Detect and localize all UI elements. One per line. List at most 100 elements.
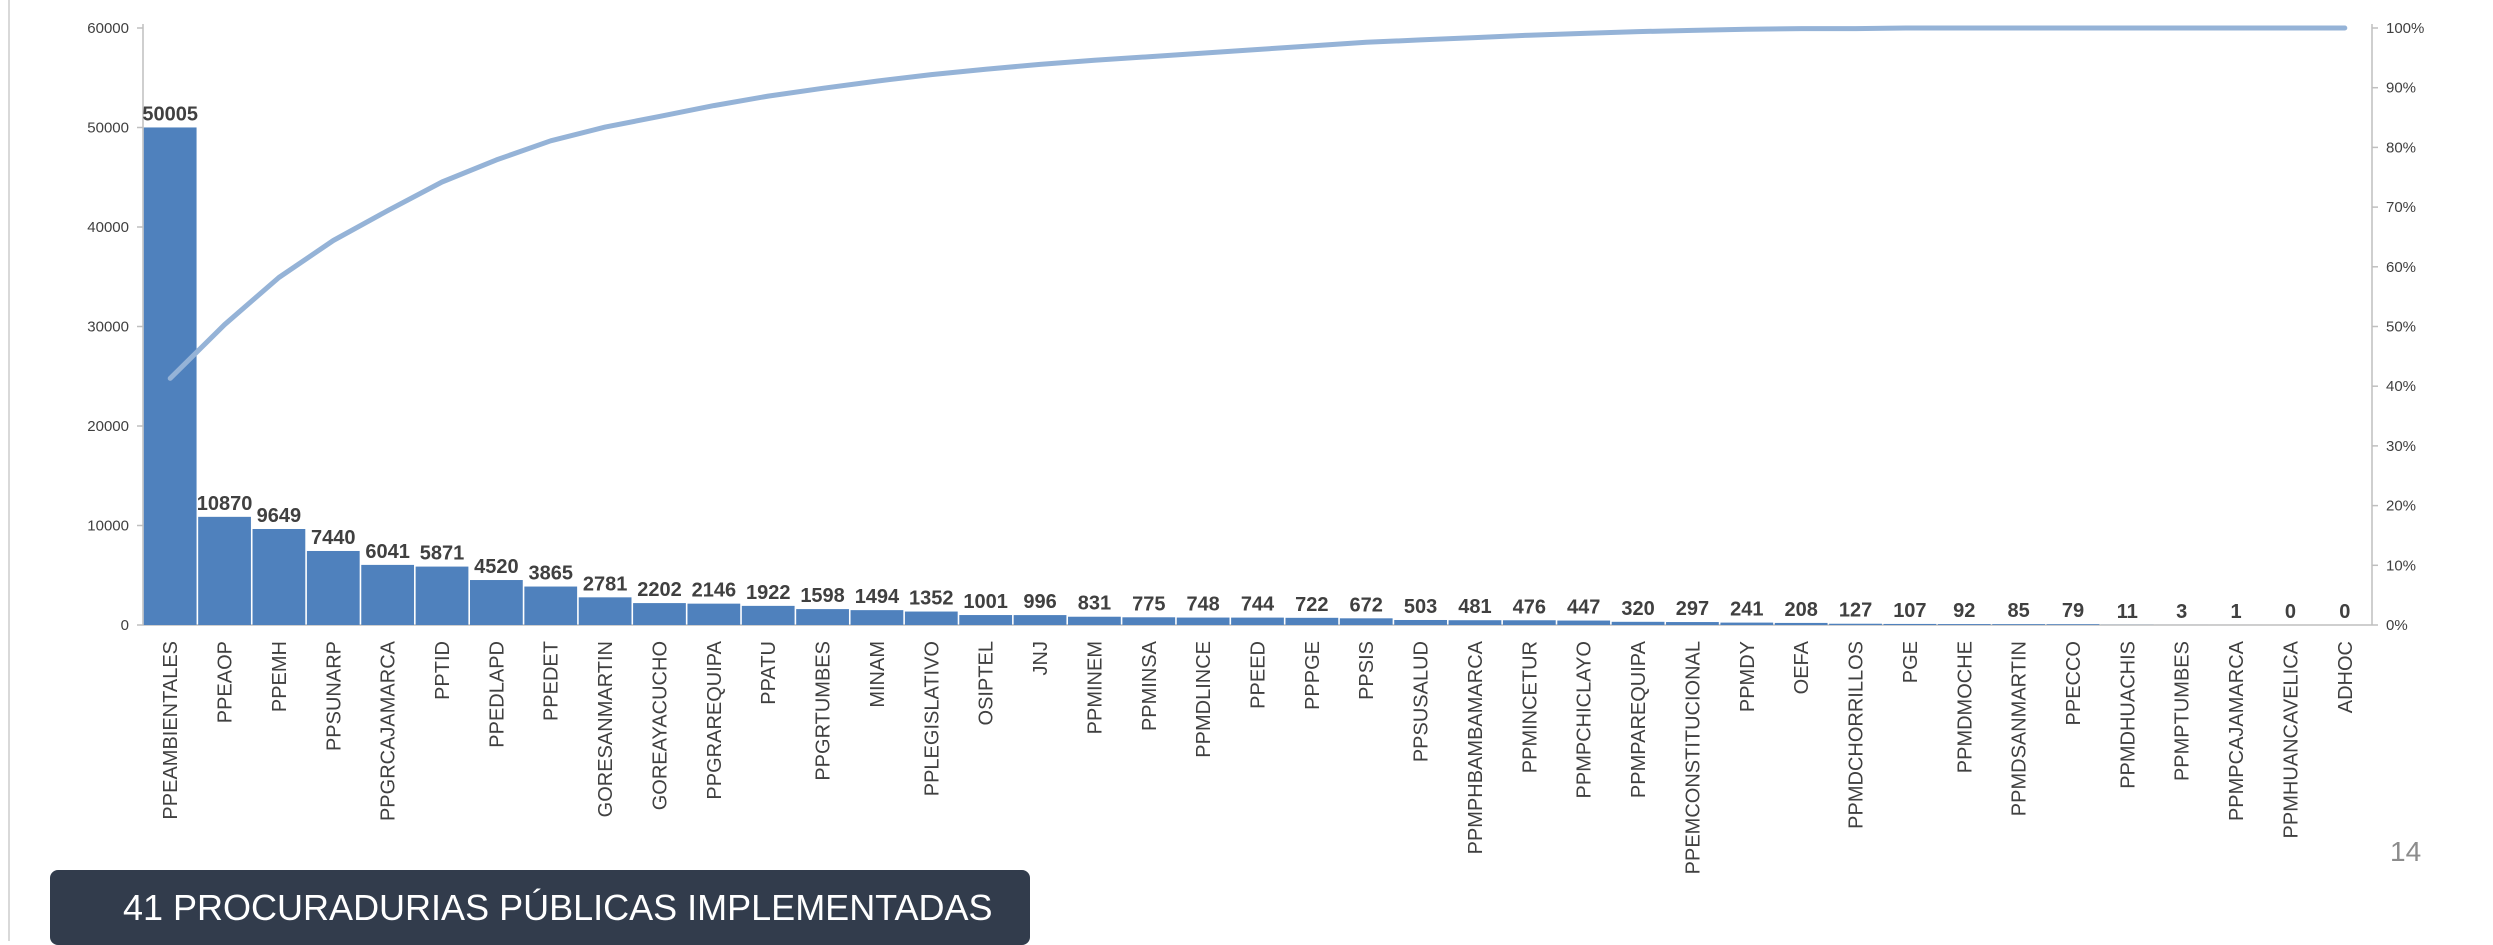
category-label: PPMDLINCE: [1193, 641, 1215, 758]
y-tick-label: 30000: [87, 319, 129, 336]
bar-value-label: 297: [1676, 598, 1709, 620]
bar: [1068, 617, 1121, 625]
bar-value-label: 503: [1404, 596, 1437, 618]
category-label: PPTID: [432, 641, 454, 700]
category-label: PPEDET: [541, 641, 563, 721]
bar: [1775, 623, 1828, 625]
bar-value-label: 127: [1839, 600, 1872, 622]
y2-tick-label: 80%: [2386, 139, 2416, 156]
category-label: PPECCO: [2063, 641, 2085, 725]
bar-value-label: 1: [2231, 601, 2242, 623]
y-tick-label: 10000: [87, 518, 129, 535]
bar-value-label: 447: [1567, 597, 1600, 619]
y2-tick-label: 30%: [2386, 438, 2416, 455]
bar: [1612, 622, 1665, 625]
bar: [1666, 622, 1719, 625]
bar: [633, 603, 686, 625]
bar-value-label: 0: [2285, 601, 2296, 623]
category-label: PPLEGISLATIVO: [921, 641, 943, 796]
bar: [1884, 624, 1937, 625]
category-label: GORESANMARTIN: [595, 641, 617, 817]
bar: [1340, 618, 1393, 625]
category-label: OSIPTEL: [976, 641, 998, 725]
bar: [1503, 620, 1556, 625]
bar: [1394, 620, 1447, 625]
bar-value-label: 85: [2007, 600, 2029, 622]
y2-tick-label: 90%: [2386, 80, 2416, 97]
bar: [1177, 618, 1230, 625]
bar-value-label: 2146: [692, 580, 737, 602]
bar: [905, 612, 958, 625]
bar-value-label: 241: [1730, 599, 1763, 621]
bar-value-label: 1598: [800, 585, 845, 607]
category-label: PPEMCONSTITUCIONAL: [1682, 641, 1704, 874]
bar: [416, 567, 469, 625]
category-label: PPMHUANCAVELICA: [2280, 640, 2302, 838]
bar-value-label: 1001: [963, 591, 1008, 613]
bar: [1938, 624, 1991, 625]
summary-banner: 41 PROCURADURIAS PÚBLICAS IMPLEMENTADAS: [50, 870, 1030, 945]
bar: [198, 517, 251, 625]
bar: [524, 587, 577, 625]
bar: [2047, 624, 2100, 625]
bar: [1285, 618, 1338, 625]
bar-value-label: 92: [1953, 600, 1975, 622]
category-label: PPSIS: [1356, 641, 1378, 700]
bar: [742, 606, 795, 625]
bar-value-label: 748: [1186, 594, 1219, 616]
y2-tick-label: 50%: [2386, 319, 2416, 336]
y-tick-label: 60000: [87, 20, 129, 37]
bar-value-label: 476: [1513, 596, 1546, 618]
category-label: PPMPHBAMBAMARCA: [1465, 640, 1487, 854]
bar: [1449, 620, 1502, 625]
category-label: GOREAYACUCHO: [649, 641, 671, 810]
category-label: PPGRTUMBES: [813, 641, 835, 781]
category-label: PPMDMOCHE: [1954, 641, 1976, 773]
category-label: MINAM: [867, 641, 889, 708]
bar: [687, 604, 740, 625]
category-label: PPSUSALUD: [1411, 641, 1433, 762]
bar-value-label: 10870: [197, 493, 253, 515]
bar-value-label: 11: [2117, 601, 2138, 623]
category-label: PPEAOP: [215, 641, 237, 723]
bar: [1829, 624, 1882, 625]
category-label: PPMINEM: [1084, 641, 1106, 734]
category-label: PPPGE: [1302, 641, 1324, 710]
bar: [851, 610, 904, 625]
y2-tick-label: 100%: [2386, 20, 2424, 37]
category-label: PPMPCAJAMARCA: [2226, 640, 2248, 821]
category-label: PPEED: [1248, 641, 1270, 709]
bar: [253, 529, 306, 625]
bar-value-label: 996: [1023, 591, 1056, 613]
bar-value-label: 50005: [142, 103, 198, 125]
bar-value-label: 208: [1784, 599, 1817, 621]
bar-value-label: 481: [1458, 596, 1491, 618]
bar-value-label: 7440: [311, 527, 356, 549]
y-tick-label: 0: [121, 617, 129, 634]
bar-value-label: 1922: [746, 582, 791, 604]
bar-value-label: 320: [1621, 598, 1654, 620]
y2-tick-label: 40%: [2386, 378, 2416, 395]
y2-tick-label: 0%: [2386, 617, 2408, 634]
category-label: PPGRCAJAMARCA: [378, 640, 400, 821]
page-number: 14: [2390, 836, 2421, 868]
category-label: PPMINCETUR: [1519, 641, 1541, 773]
category-label: PPEAMBIENTALES: [160, 641, 182, 820]
category-label: PPMDSANMARTIN: [2009, 641, 2031, 816]
bar-value-label: 744: [1241, 594, 1275, 616]
y-axis-right: 0%10%20%30%40%50%60%70%80%90%100%: [2372, 20, 2424, 634]
bar-value-label: 9649: [257, 505, 302, 527]
bar-value-label: 3865: [528, 563, 573, 585]
category-label: PPGRAREQUIPA: [704, 640, 726, 799]
category-label: PPMINSA: [1139, 640, 1161, 731]
bar: [796, 609, 849, 625]
bar-value-label: 722: [1295, 594, 1328, 616]
bar-value-label: 2781: [583, 573, 628, 595]
y-tick-label: 40000: [87, 219, 129, 236]
bar-value-label: 6041: [365, 541, 410, 563]
bar: [579, 597, 632, 625]
category-label: PPATU: [758, 641, 780, 705]
